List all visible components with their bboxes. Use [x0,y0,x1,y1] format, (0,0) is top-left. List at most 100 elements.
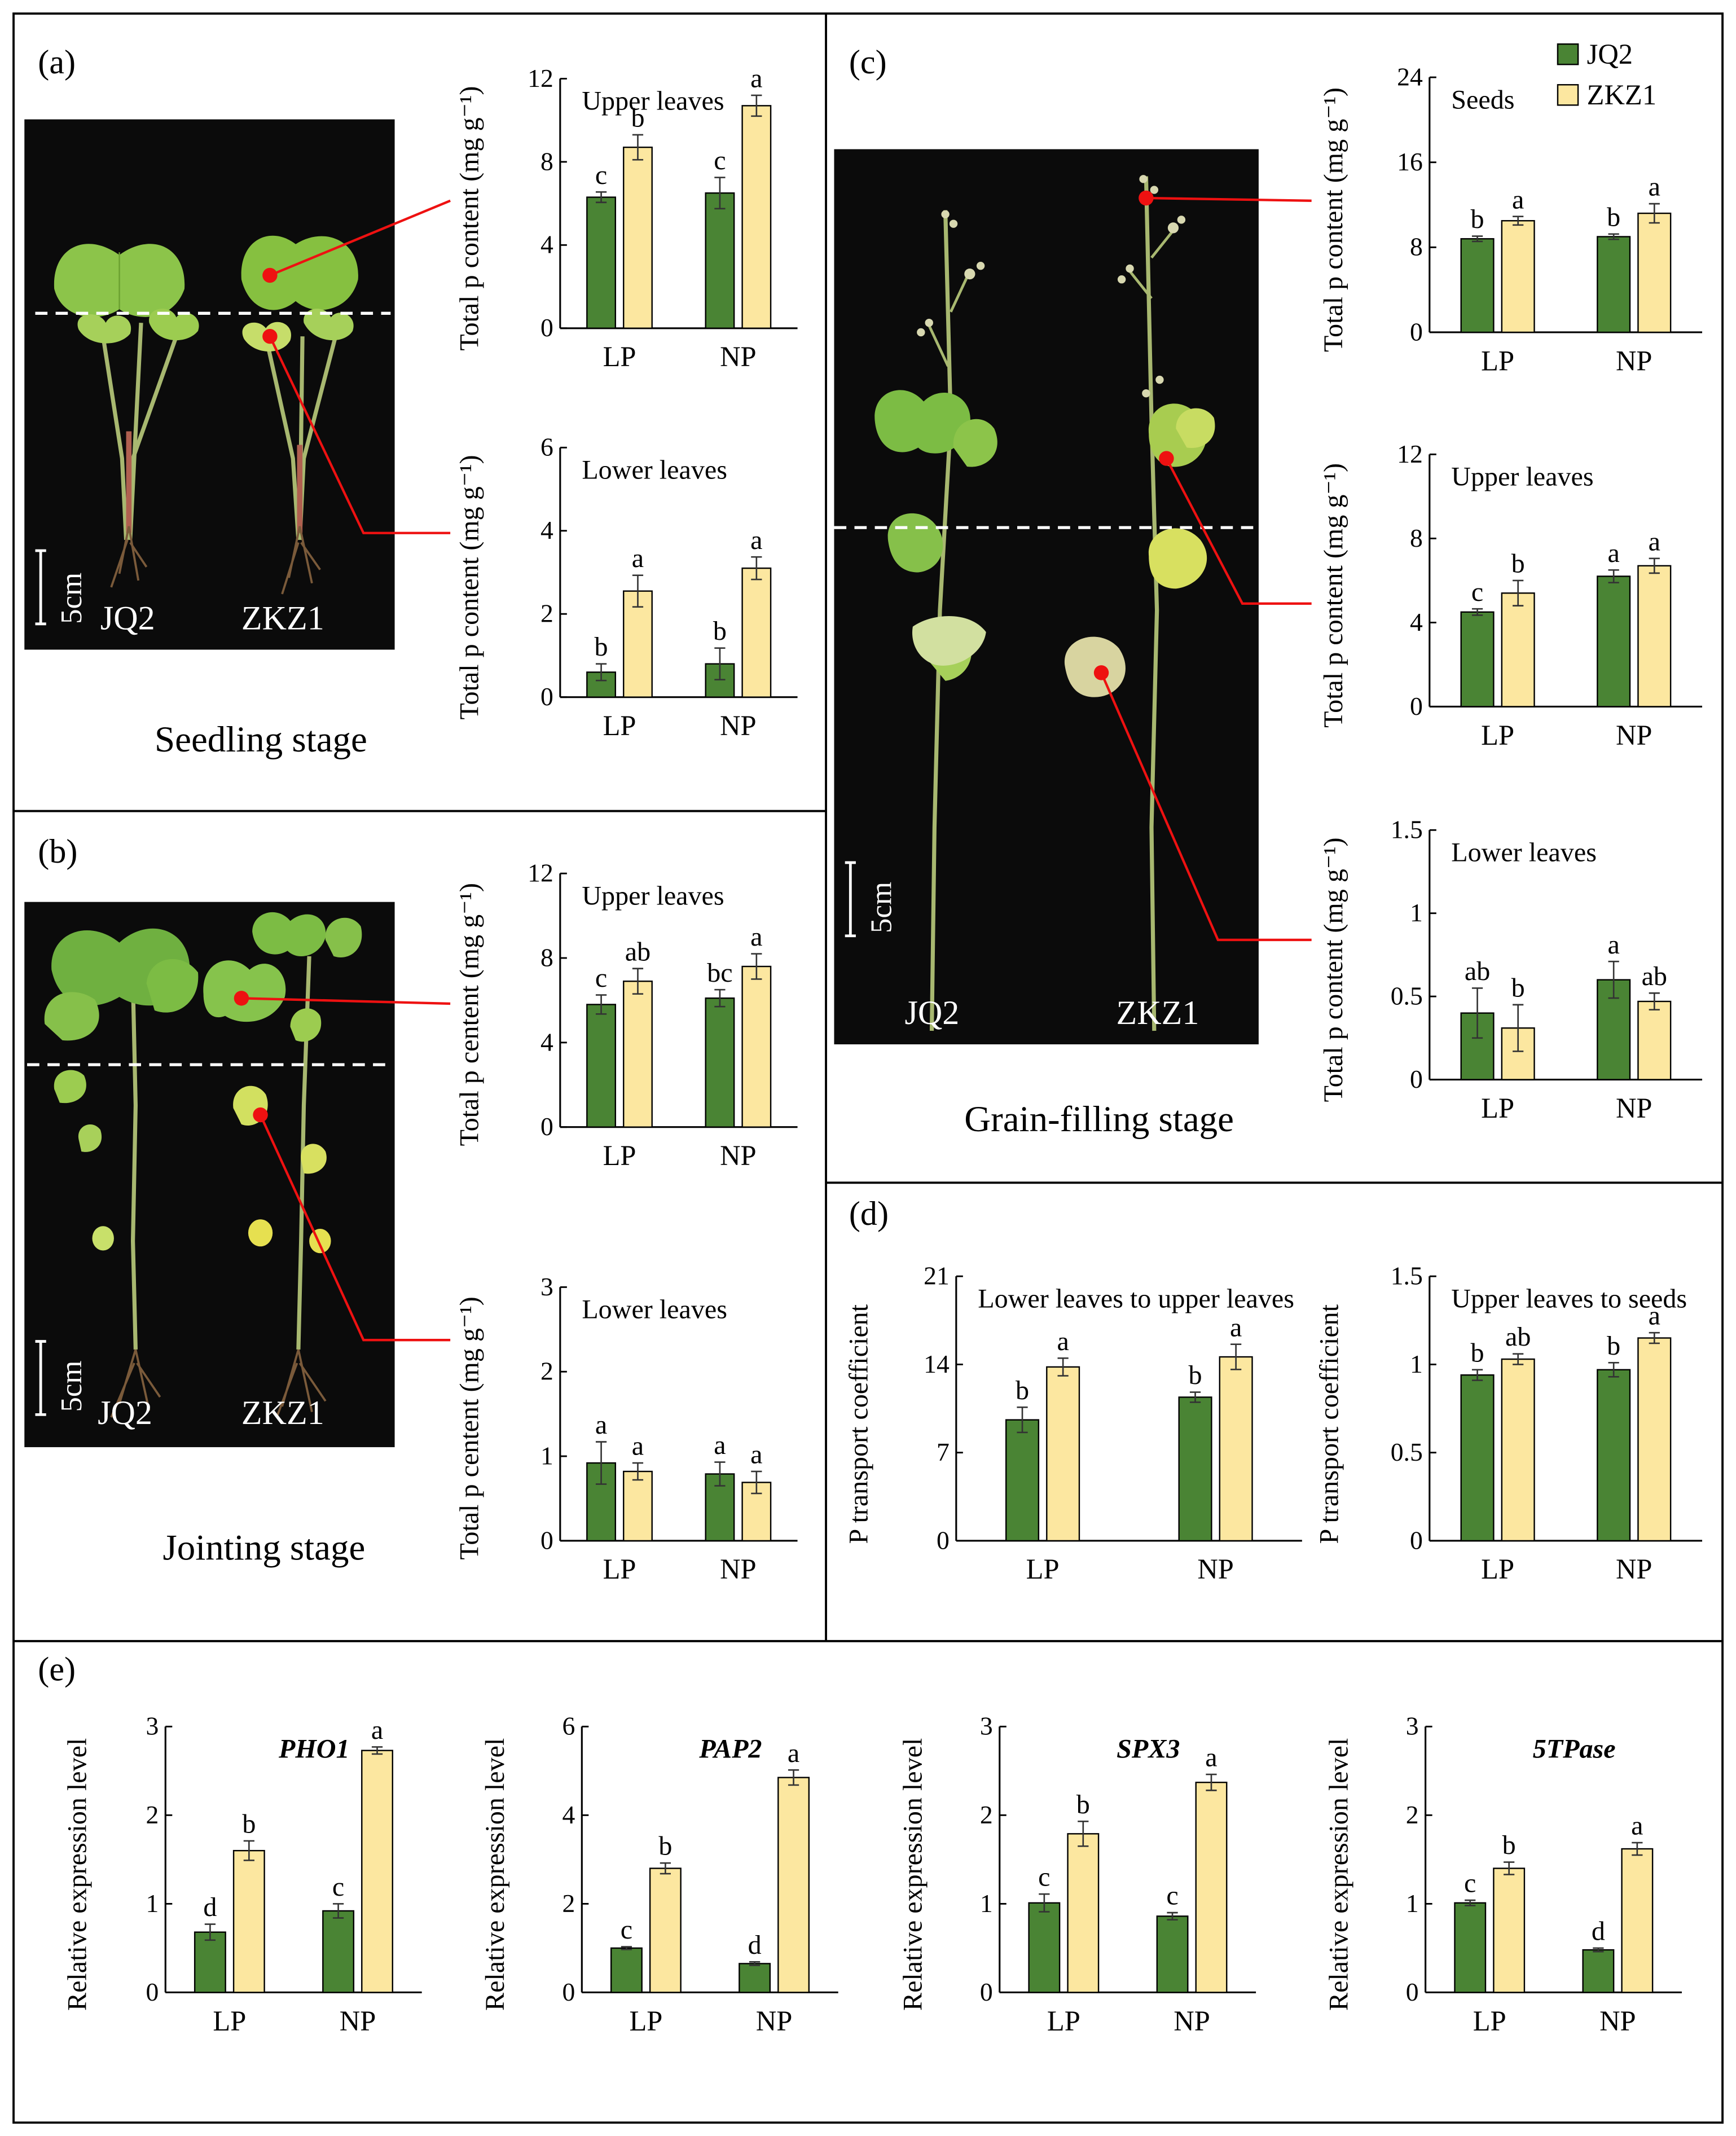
significance-letter: b [1016,1375,1029,1405]
chart-title: Upper leaves [582,86,724,116]
x-tick-label-np: NP [1174,2005,1210,2037]
red-dot-marker-icon [1139,190,1154,206]
x-tick-label-np: NP [1599,2005,1636,2037]
panel-label-d: (d) [849,1196,889,1233]
significance-letter: b [595,632,608,662]
chart-e-5tpase: 0 1 2 3 5TPase cb LP d a NP [1406,1712,1682,2037]
plant-zkz1-c [1064,175,1215,1031]
seedling-plants-illustration [35,235,391,626]
y-tick-label: 3 [1406,1712,1419,1741]
significance-letter: d [203,1892,217,1922]
y-tick-label: 8 [540,943,553,972]
y-tick-label: 12 [528,859,553,887]
significance-letter: a [1607,930,1619,960]
chart-e-pap2: 0 2 4 6 PAP2 c b LP d a NP [562,1712,838,2037]
significance-letter: b [1076,1790,1090,1819]
bar-zkz1-lp [623,1470,653,1542]
y-tick-label: 0 [937,1526,950,1554]
bar-zkz1-lp [1501,1358,1535,1542]
y-tick-label: 7 [937,1438,950,1466]
chart-title: PAP2 [698,1734,762,1764]
red-dot-marker-icon [1093,665,1109,680]
y-tick-label: 2 [146,1800,159,1829]
photo-seedling: 5cm JQ2 ZKZ1 [24,119,395,650]
y-tick-label: 24 [1397,62,1423,91]
x-tick-label-lp: LP [603,1140,636,1171]
significance-letter: a [1649,526,1660,556]
scale-bar-icon [35,1340,46,1416]
bar-zkz1-lp [1493,1867,1526,1993]
connector-c-upper [1165,458,1312,605]
significance-letter: a [1205,1743,1217,1773]
bar-zkz1-np [1637,212,1672,333]
y-tick-label: 3 [540,1272,553,1301]
y-tick-label: 4 [540,516,553,544]
red-dot-marker-icon [234,991,249,1006]
x-tick-label-lp: LP [603,341,636,372]
bar-jq2-np [705,192,735,329]
x-tick-label-np: NP [1616,719,1653,751]
legend-swatch-zkz1 [1557,84,1579,106]
y-tick-label: 1 [540,1441,553,1470]
caption-jointing-stage: Jointing stage [162,1527,366,1568]
y-tick-label: 4 [1410,608,1423,636]
scale-bar-icon [35,549,46,626]
bar-jq2-np [322,1910,355,1993]
photo-label-zkz1-a: ZKZ1 [241,600,324,638]
x-tick-label-lp: LP [603,1553,636,1585]
photo-label-jq2-c: JQ2 [904,995,960,1032]
significance-letter: a [714,1430,726,1460]
photo-label-jq2-a: JQ2 [100,600,155,638]
bar-jq2-np [739,1963,771,1993]
significance-letter: a [750,525,762,555]
chart-title: Lower leaves to upper leaves [978,1284,1294,1313]
significance-letter: a [750,1440,762,1470]
y-tick-label: 21 [924,1262,950,1290]
y-tick-label: 0.5 [1391,1438,1423,1466]
legend-label-jq2: JQ2 [1586,38,1633,71]
significance-letter: a [1057,1326,1069,1356]
y-tick-label: 0 [1410,1065,1423,1093]
y-tick-label: 4 [562,1800,575,1829]
y-tick-label: 2 [562,1889,575,1918]
x-tick-label-lp: LP [1481,719,1514,751]
y-tick-label: 0.5 [1391,982,1423,1010]
red-dot-marker-icon [1159,451,1174,466]
outer-border [12,12,1724,2124]
photo-label-jq2-b: JQ2 [98,1395,152,1432]
chart-title: Lower leaves [582,455,727,485]
significance-letter: a [1649,172,1660,202]
x-tick-label-np: NP [720,341,757,372]
significance-letter: a [1631,1811,1643,1841]
chart-title: Upper leaves [582,881,724,911]
y-tick-label: 16 [1397,147,1423,176]
x-tick-label-np: NP [720,710,757,741]
bar-jq2-lp [1454,1902,1487,1993]
connector-a-upper [269,199,451,277]
y-tick-label: 2 [540,599,553,628]
bar-jq2-np [1597,1369,1631,1542]
y-tick-label: 4 [540,230,553,259]
photo-label-zkz1-b: ZKZ1 [241,1395,324,1432]
x-tick-label-lp: LP [1481,1553,1514,1585]
significance-letter: a [371,1715,383,1745]
x-tick-label-np: NP [1616,1553,1653,1585]
bar-zkz1-lp [1501,592,1535,707]
chart-title: Lower leaves [582,1295,727,1325]
legend-swatch-jq2 [1557,43,1579,65]
significance-letter: b [1607,1331,1620,1361]
y-tick-label: 2 [540,1357,553,1386]
y-tick-label: 1 [980,1889,993,1918]
y-tick-label: 6 [562,1712,575,1741]
significance-letter: c [595,963,607,993]
significance-letter: a [632,1431,644,1461]
y-tick-label: 0 [1406,1977,1419,2006]
x-tick-label-lp: LP [1473,2005,1506,2037]
bar-zkz1-lp [1501,220,1535,333]
significance-letter: b [1511,973,1525,1003]
significance-letter: c [1166,1881,1178,1911]
connector-b-upper [241,997,451,1005]
